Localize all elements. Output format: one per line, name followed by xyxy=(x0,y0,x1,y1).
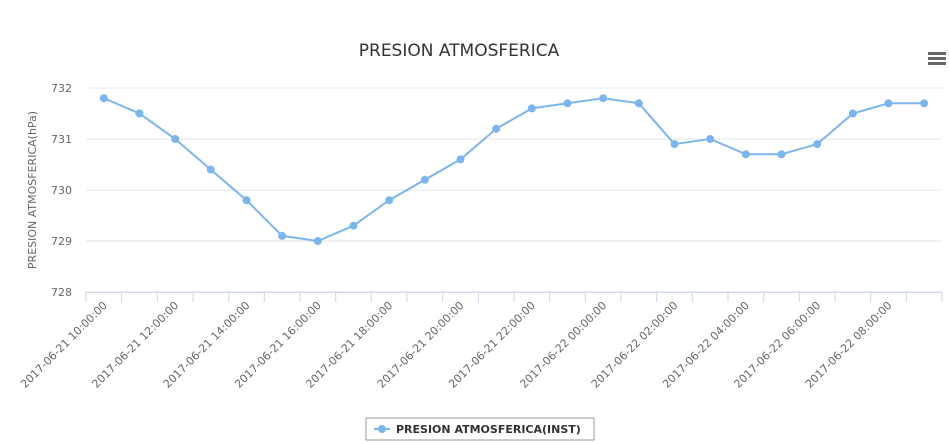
data-point xyxy=(741,150,750,159)
data-point xyxy=(813,140,822,149)
legend-box xyxy=(365,417,595,441)
data-point xyxy=(563,99,572,108)
data-point xyxy=(420,175,429,184)
data-point xyxy=(456,155,465,164)
data-point xyxy=(634,99,643,108)
chart-title: PRESION ATMOSFERICA xyxy=(359,41,560,61)
y-tick-label: 729 xyxy=(51,235,72,248)
data-point xyxy=(206,165,215,174)
data-point xyxy=(242,196,251,205)
data-point xyxy=(599,94,608,103)
data-point xyxy=(527,104,536,113)
series-line xyxy=(103,97,925,243)
menu-bar xyxy=(928,57,946,60)
data-point xyxy=(385,196,394,205)
legend[interactable]: PRESION ATMOSFERICA(INST) xyxy=(365,417,595,441)
data-point xyxy=(884,99,893,108)
y-tick-label: 730 xyxy=(51,184,72,197)
data-point xyxy=(670,140,679,149)
data-point xyxy=(99,94,108,103)
data-point xyxy=(492,124,501,133)
data-point xyxy=(920,99,929,108)
data-point xyxy=(706,135,715,143)
y-axis-title: PRESION ATMOSFERICA(hPa) xyxy=(26,111,39,269)
data-point xyxy=(777,150,786,159)
legend-label[interactable]: PRESION ATMOSFERICA(INST) xyxy=(396,423,581,436)
menu-bar xyxy=(928,52,946,55)
legend-symbol xyxy=(378,425,386,433)
data-point xyxy=(278,231,287,240)
menu-bar xyxy=(928,62,946,65)
data-point xyxy=(313,237,322,245)
y-tick-label: 732 xyxy=(51,82,72,95)
data-point xyxy=(171,135,180,143)
data-point xyxy=(349,221,358,230)
data-point xyxy=(135,109,144,118)
data-point xyxy=(848,109,857,118)
y-tick-label: 731 xyxy=(51,133,72,146)
menu-button[interactable] xyxy=(928,52,946,65)
y-tick-label: 728 xyxy=(51,286,72,299)
